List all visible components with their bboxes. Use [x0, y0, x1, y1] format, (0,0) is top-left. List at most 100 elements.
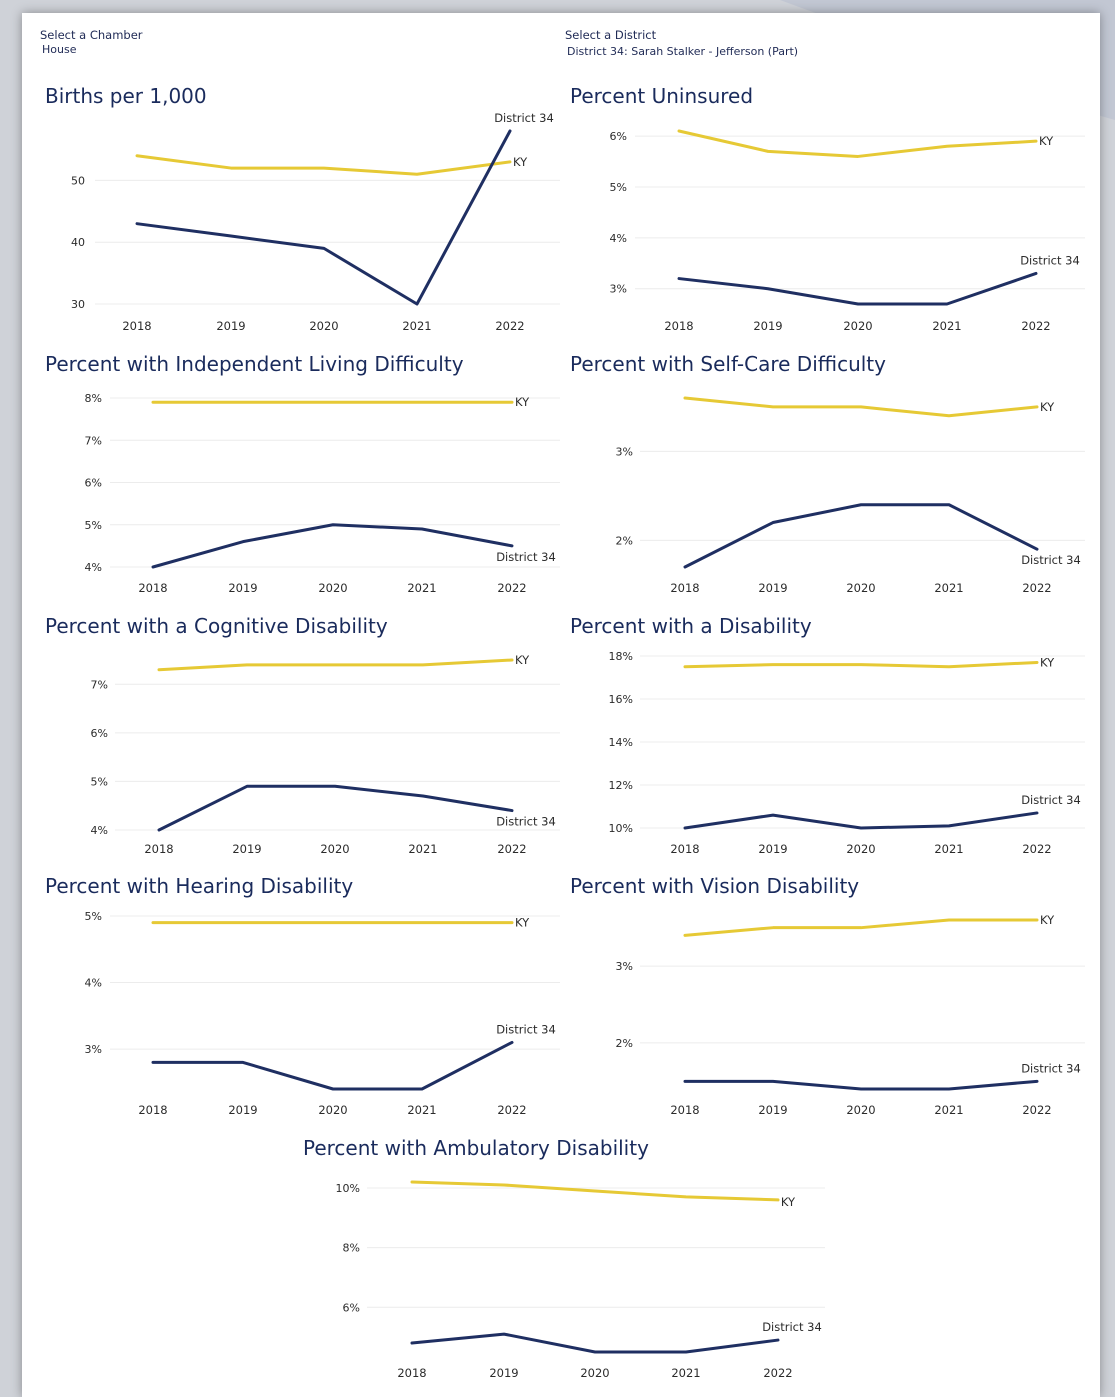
percent-with-self-care-difficulty-x-tick-label: 2019	[758, 581, 787, 595]
percent-with-vision-disability-x-tick-label: 2022	[1022, 1103, 1051, 1117]
percent-uninsured-x-tick-label: 2021	[932, 319, 961, 333]
percent-with-a-disability-title: Percent with a Disability	[570, 614, 812, 638]
district-filter-label: Select a District	[565, 28, 657, 42]
percent-with-hearing-disability-chart: 3% 4% 5% 2018 2019 2020 2021 2022 KY District 34	[85, 910, 560, 1117]
percent-with-independent-living-difficulty-x-tick-label: 2020	[318, 581, 347, 595]
percent-with-hearing-disability-x-tick-label: 2022	[497, 1103, 526, 1117]
percent-with-a-disability-x-tick-label: 2018	[670, 842, 699, 856]
percent-with-independent-living-difficulty-chart: 4% 5% 6% 7% 8% 2018 2019 2020 2021 2022 KY District…	[85, 392, 560, 595]
percent-with-a-cognitive-disability-x-tick-label: 2022	[497, 842, 526, 856]
percent-with-self-care-difficulty-x-tick-label: 2020	[846, 581, 875, 595]
percent-with-a-cognitive-disability-ky-label: KY	[515, 653, 530, 667]
percent-with-ambulatory-disability-y-tick-label: 8%	[343, 1242, 360, 1255]
percent-with-a-disability-chart: 10% 12% 14% 16% 18% 2018 2019 2020 2021 2022 KY Dis…	[609, 650, 1085, 856]
percent-with-a-disability-x-tick-label: 2021	[934, 842, 963, 856]
percent-with-a-disability-district-34-label: District 34	[1021, 793, 1081, 807]
percent-with-a-cognitive-disability-x-tick-label: 2019	[232, 842, 261, 856]
percent-with-independent-living-difficulty-title: Percent with Independent Living Difficul…	[45, 352, 464, 376]
percent-with-a-disability-y-tick-label: 12%	[609, 779, 633, 792]
percent-uninsured-ky-label: KY	[1039, 134, 1054, 148]
percent-with-self-care-difficulty-x-tick-label: 2022	[1022, 581, 1051, 595]
percent-with-hearing-disability-x-tick-label: 2020	[318, 1103, 347, 1117]
percent-with-ambulatory-disability-title: Percent with Ambulatory Disability	[303, 1136, 649, 1160]
percent-with-a-cognitive-disability-x-tick-label: 2018	[144, 842, 173, 856]
percent-with-vision-disability-y-tick-label: 3%	[616, 960, 633, 973]
percent-with-ambulatory-disability-y-tick-label: 10%	[336, 1182, 360, 1195]
percent-uninsured-y-tick-label: 6%	[610, 130, 627, 143]
percent-with-independent-living-difficulty-x-tick-label: 2018	[138, 581, 167, 595]
percent-with-self-care-difficulty-title: Percent with Self-Care Difficulty	[570, 352, 886, 376]
percent-with-hearing-disability-district-34-line	[151, 1040, 514, 1091]
percent-with-ambulatory-disability-district-34-line	[410, 1332, 780, 1354]
percent-with-vision-disability-x-tick-label: 2018	[670, 1103, 699, 1117]
births-per-1-000-x-tick-label: 2022	[495, 319, 524, 333]
percent-with-a-disability-y-tick-label: 14%	[609, 736, 633, 749]
percent-with-vision-disability-district-34-line	[683, 1079, 1039, 1091]
percent-with-vision-disability-x-tick-label: 2021	[934, 1103, 963, 1117]
percent-with-ambulatory-disability-x-tick-label: 2019	[489, 1366, 518, 1380]
births-per-1-000-x-tick-label: 2018	[122, 319, 151, 333]
percent-with-ambulatory-disability-ky-label: KY	[781, 1195, 796, 1209]
percent-with-vision-disability-x-tick-label: 2019	[758, 1103, 787, 1117]
percent-with-hearing-disability-y-tick-label: 4%	[85, 977, 102, 990]
percent-with-vision-disability-ky-label: KY	[1040, 913, 1055, 927]
percent-with-hearing-disability-district-34-label: District 34	[496, 1022, 556, 1036]
percent-with-self-care-difficulty-district-34-label: District 34	[1021, 553, 1081, 567]
percent-with-vision-disability-y-tick-label: 2%	[616, 1037, 633, 1050]
percent-with-self-care-difficulty-x-tick-label: 2021	[934, 581, 963, 595]
percent-with-hearing-disability-title: Percent with Hearing Disability	[45, 874, 354, 898]
percent-with-vision-disability-chart: 2% 3% 2018 2019 2020 2021 2022 KY District 34	[616, 913, 1085, 1117]
percent-with-hearing-disability-x-tick-label: 2019	[228, 1103, 257, 1117]
percent-with-hearing-disability-y-tick-label: 5%	[85, 910, 102, 923]
percent-with-a-cognitive-disability-y-tick-label: 4%	[91, 824, 108, 837]
percent-with-independent-living-difficulty-x-tick-label: 2022	[497, 581, 526, 595]
percent-with-ambulatory-disability-district-34-label: District 34	[762, 1320, 822, 1334]
percent-with-a-disability-district-34-line	[683, 811, 1039, 830]
percent-with-self-care-difficulty-y-tick-label: 2%	[616, 534, 633, 547]
percent-with-independent-living-difficulty-y-tick-label: 5%	[85, 519, 102, 532]
percent-with-independent-living-difficulty-y-tick-label: 7%	[85, 434, 102, 447]
percent-with-a-disability-y-tick-label: 10%	[609, 822, 633, 835]
births-per-1-000-chart: 30 40 50 2018 2019 2020 2021 2022 KY District 34	[71, 111, 560, 333]
dashboard-panel: Select a Chamber House Select a District…	[22, 13, 1100, 1397]
percent-with-vision-disability-title: Percent with Vision Disability	[570, 874, 860, 898]
percent-uninsured-y-tick-label: 5%	[610, 181, 627, 194]
percent-with-a-disability-x-tick-label: 2020	[846, 842, 875, 856]
percent-with-a-cognitive-disability-y-tick-label: 6%	[91, 727, 108, 740]
percent-with-self-care-difficulty-x-tick-label: 2018	[670, 581, 699, 595]
percent-with-ambulatory-disability-y-tick-label: 6%	[343, 1301, 360, 1314]
percent-with-a-cognitive-disability-district-34-label: District 34	[496, 815, 556, 829]
percent-with-ambulatory-disability-ky-line	[410, 1180, 780, 1202]
percent-with-a-disability-ky-label: KY	[1040, 655, 1055, 669]
percent-with-a-cognitive-disability-title: Percent with a Cognitive Disability	[45, 614, 388, 638]
births-per-1-000-district-34-line	[135, 129, 512, 306]
percent-with-independent-living-difficulty-y-tick-label: 8%	[85, 392, 102, 405]
percent-with-self-care-difficulty-ky-line	[683, 396, 1039, 418]
chamber-filter-label: Select a Chamber	[40, 28, 143, 42]
percent-with-independent-living-difficulty-x-tick-label: 2021	[407, 581, 436, 595]
percent-with-self-care-difficulty-ky-label: KY	[1040, 400, 1055, 414]
births-per-1-000-ky-label: KY	[513, 155, 528, 169]
percent-uninsured-district-34-line	[677, 271, 1038, 306]
percent-with-a-disability-y-tick-label: 16%	[609, 693, 633, 706]
percent-uninsured-x-tick-label: 2020	[843, 319, 872, 333]
percent-with-a-disability-y-tick-label: 18%	[609, 650, 633, 663]
births-per-1-000-y-tick-label: 40	[71, 236, 85, 249]
percent-with-self-care-difficulty-district-34-line	[683, 503, 1039, 569]
percent-with-hearing-disability-x-tick-label: 2021	[407, 1103, 436, 1117]
percent-with-independent-living-difficulty-x-tick-label: 2019	[228, 581, 257, 595]
percent-uninsured-district-34-label: District 34	[1020, 253, 1080, 267]
percent-with-hearing-disability-x-tick-label: 2018	[138, 1103, 167, 1117]
births-per-1-000-ky-line	[135, 154, 512, 176]
percent-with-independent-living-difficulty-y-tick-label: 6%	[85, 477, 102, 490]
percent-uninsured-y-tick-label: 3%	[610, 283, 627, 296]
births-per-1-000-y-tick-label: 30	[71, 298, 85, 311]
births-per-1-000-x-tick-label: 2019	[216, 319, 245, 333]
district-filter-dropdown[interactable]: District 34: Sarah Stalker - Jefferson (…	[567, 45, 799, 58]
chamber-filter-dropdown[interactable]: House	[42, 43, 77, 56]
percent-with-a-cognitive-disability-ky-line	[157, 658, 514, 672]
births-per-1-000-title: Births per 1,000	[45, 84, 207, 108]
percent-with-ambulatory-disability-x-tick-label: 2018	[397, 1366, 426, 1380]
percent-with-a-cognitive-disability-district-34-line	[157, 784, 514, 832]
percent-with-a-cognitive-disability-x-tick-label: 2020	[320, 842, 349, 856]
